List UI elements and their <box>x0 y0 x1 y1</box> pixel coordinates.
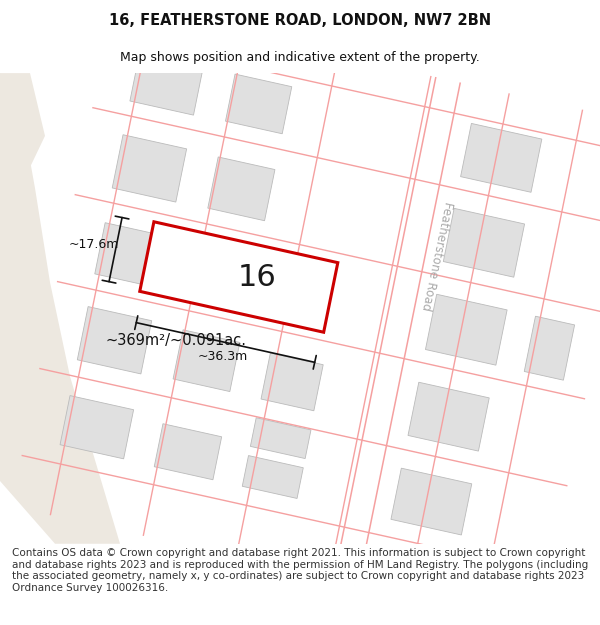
Polygon shape <box>425 294 507 365</box>
Polygon shape <box>130 52 203 115</box>
Text: ~36.3m: ~36.3m <box>197 350 248 363</box>
Text: 16: 16 <box>238 262 276 291</box>
Polygon shape <box>140 222 338 332</box>
Polygon shape <box>261 353 323 411</box>
Text: 16, FEATHERSTONE ROAD, LONDON, NW7 2BN: 16, FEATHERSTONE ROAD, LONDON, NW7 2BN <box>109 13 491 28</box>
Polygon shape <box>77 307 152 374</box>
Polygon shape <box>461 123 542 192</box>
Polygon shape <box>208 157 275 221</box>
Polygon shape <box>112 135 187 202</box>
Text: Map shows position and indicative extent of the property.: Map shows position and indicative extent… <box>120 51 480 64</box>
Polygon shape <box>226 74 292 134</box>
Polygon shape <box>408 382 489 451</box>
Text: Contains OS data © Crown copyright and database right 2021. This information is : Contains OS data © Crown copyright and d… <box>12 548 588 593</box>
Polygon shape <box>0 73 45 168</box>
Polygon shape <box>250 418 311 459</box>
Text: ~369m²/~0.091ac.: ~369m²/~0.091ac. <box>106 332 247 348</box>
Polygon shape <box>60 396 134 459</box>
Polygon shape <box>173 330 240 391</box>
Text: Featherstone Road: Featherstone Road <box>419 201 455 312</box>
Polygon shape <box>524 316 575 380</box>
Polygon shape <box>95 222 169 288</box>
Polygon shape <box>391 468 472 535</box>
Polygon shape <box>0 73 120 544</box>
Polygon shape <box>190 245 257 307</box>
Polygon shape <box>154 424 221 480</box>
Text: ~17.6m: ~17.6m <box>69 238 119 251</box>
Polygon shape <box>242 456 303 499</box>
Polygon shape <box>443 208 524 277</box>
